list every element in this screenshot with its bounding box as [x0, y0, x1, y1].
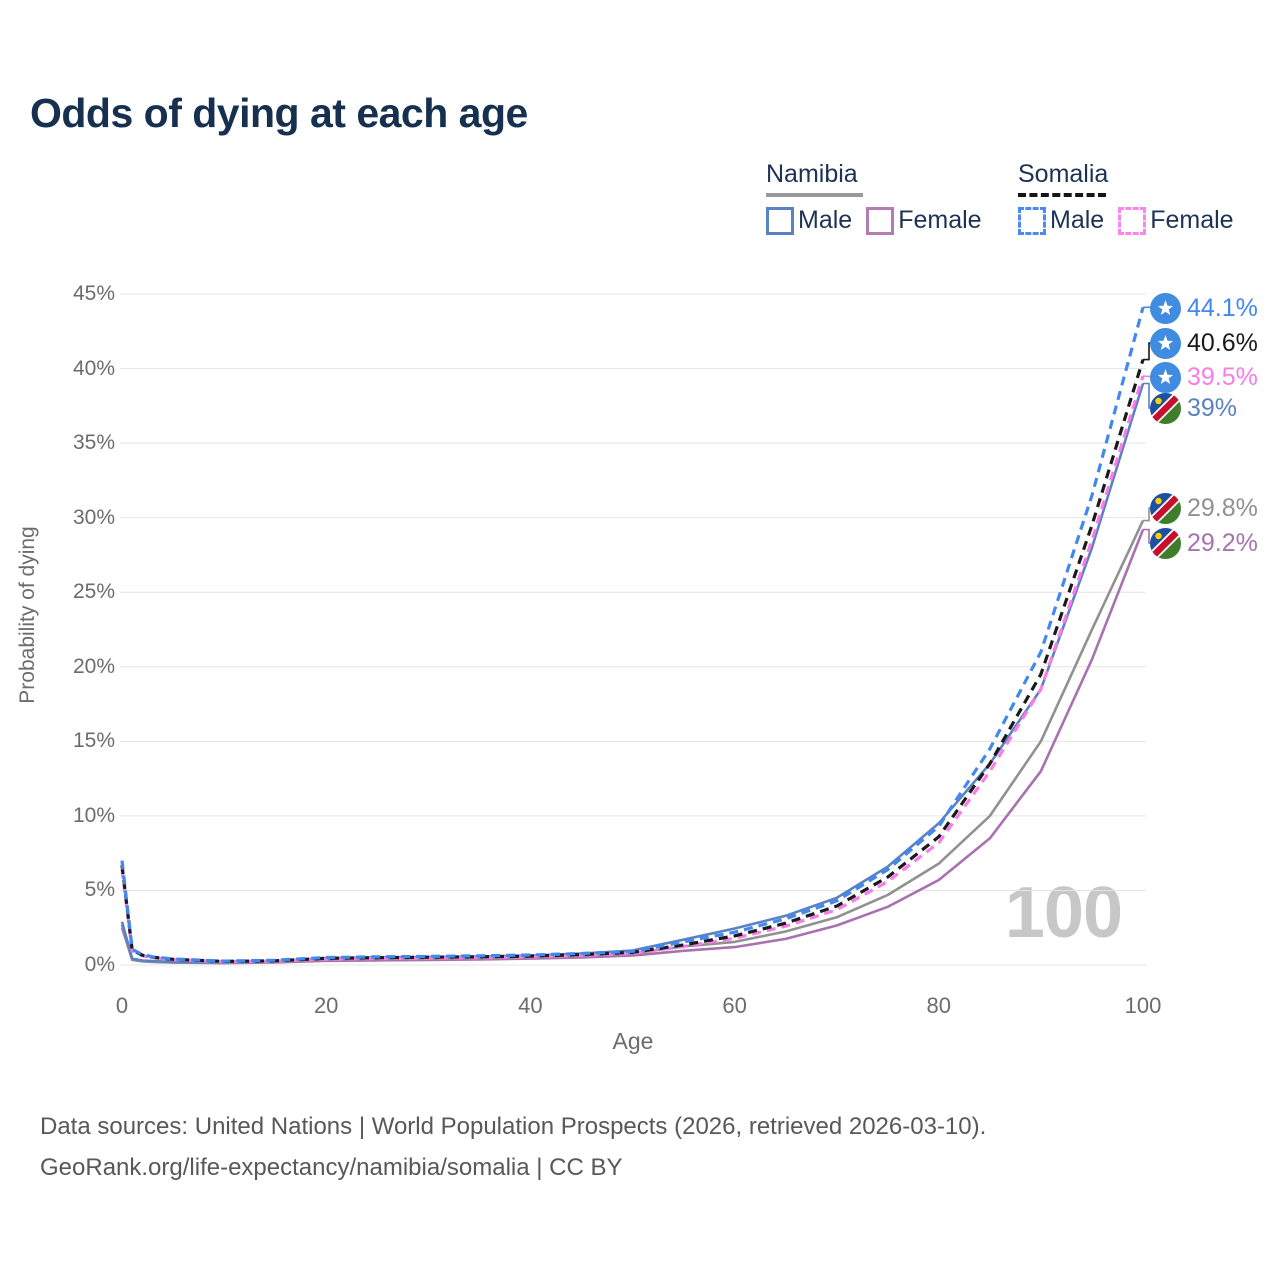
namibia-flag-icon [1150, 492, 1181, 524]
legend-group-somalia: Somalia Male Female [1018, 160, 1248, 235]
x-tick-label: 60 [722, 993, 747, 1018]
legend-item-label: Male [798, 206, 853, 234]
end-label-value: 29.2% [1187, 528, 1258, 557]
legend-item-somalia-female[interactable]: Female [1118, 206, 1234, 235]
series-line-somalia-both-sexes [120, 359, 1145, 964]
y-tick-label: 10% [72, 803, 115, 827]
y-tick-label: 40% [72, 356, 115, 380]
legend-country-label-namibia: Namibia [766, 160, 858, 188]
y-tick-label: 25% [72, 580, 115, 604]
end-label-value: 40.6% [1187, 328, 1258, 357]
legend-item-label: Female [898, 206, 982, 234]
somalia-female-swatch-icon [1118, 206, 1147, 235]
legend-item-somalia-male[interactable]: Male [1018, 206, 1104, 235]
legend-item-label: Male [1050, 206, 1105, 234]
x-tick-label: 0 [115, 993, 129, 1018]
x-tick-label: 80 [926, 993, 952, 1018]
legend-country-label-somalia: Somalia [1018, 160, 1109, 188]
y-tick-label: 35% [72, 431, 115, 455]
end-label-value: 39.5% [1187, 362, 1258, 391]
y-tick-label: 0% [84, 953, 115, 976]
y-tick-label: 45% [72, 282, 115, 305]
hovered-age-watermark: 100 [1004, 873, 1123, 953]
series-line-somalia-female [120, 375, 1145, 964]
end-label-somalia-both: 40.6% [1150, 327, 1258, 359]
x-tick-label: 100 [1124, 993, 1162, 1018]
somalia-flag-icon [1150, 292, 1181, 324]
x-axis-title: Age [612, 1028, 654, 1054]
y-tick-label: 15% [72, 729, 115, 753]
legend-item-label: Female [1150, 206, 1234, 234]
x-tick-label: 20 [313, 993, 339, 1018]
end-label-value: 39% [1187, 393, 1238, 422]
plot-area[interactable] [0, 0, 1280, 1070]
end-label-namibia-both: 29.8% [1150, 492, 1258, 524]
legend-item-namibia-male[interactable]: Male [766, 206, 852, 235]
footer: Data sources: United Nations | World Pop… [40, 1106, 986, 1188]
namibia-male-swatch-icon [766, 206, 794, 235]
somalia-male-swatch-icon [1018, 206, 1046, 235]
y-tick-label: 30% [72, 505, 115, 529]
series-line-namibia-male [120, 383, 1145, 964]
end-label-namibia-female: 29.2% [1150, 527, 1258, 559]
x-tick-label: 40 [518, 993, 543, 1018]
y-tick-label: 5% [84, 878, 115, 902]
namibia-flag-icon [1150, 392, 1181, 424]
namibia-female-swatch-icon [866, 206, 895, 235]
y-tick-label: 20% [72, 654, 115, 678]
attribution-link[interactable]: GeoRank.org/life-expectancy/namibia/soma… [40, 1154, 623, 1181]
series-line-somalia-male [120, 306, 1145, 963]
somalia-flag-icon [1150, 361, 1181, 393]
somalia-dashed-line-sample [1018, 193, 1106, 197]
namibia-solid-line-sample [766, 193, 863, 197]
somalia-flag-icon [1150, 327, 1181, 359]
legend-group-namibia: Namibia Male Female [766, 160, 996, 235]
end-label-value: 44.1% [1187, 293, 1258, 322]
data-sources-note: Data sources: United Nations | World Pop… [40, 1113, 987, 1140]
end-label-namibia-male: 39% [1150, 392, 1237, 424]
end-label-somalia-male: 44.1% [1150, 292, 1258, 324]
end-label-somalia-female: 39.5% [1150, 361, 1258, 393]
page-title: Odds of dying at each age [30, 90, 528, 136]
namibia-flag-icon [1150, 527, 1181, 559]
legend-item-namibia-female[interactable]: Female [866, 206, 982, 235]
end-label-value: 29.8% [1187, 493, 1258, 522]
